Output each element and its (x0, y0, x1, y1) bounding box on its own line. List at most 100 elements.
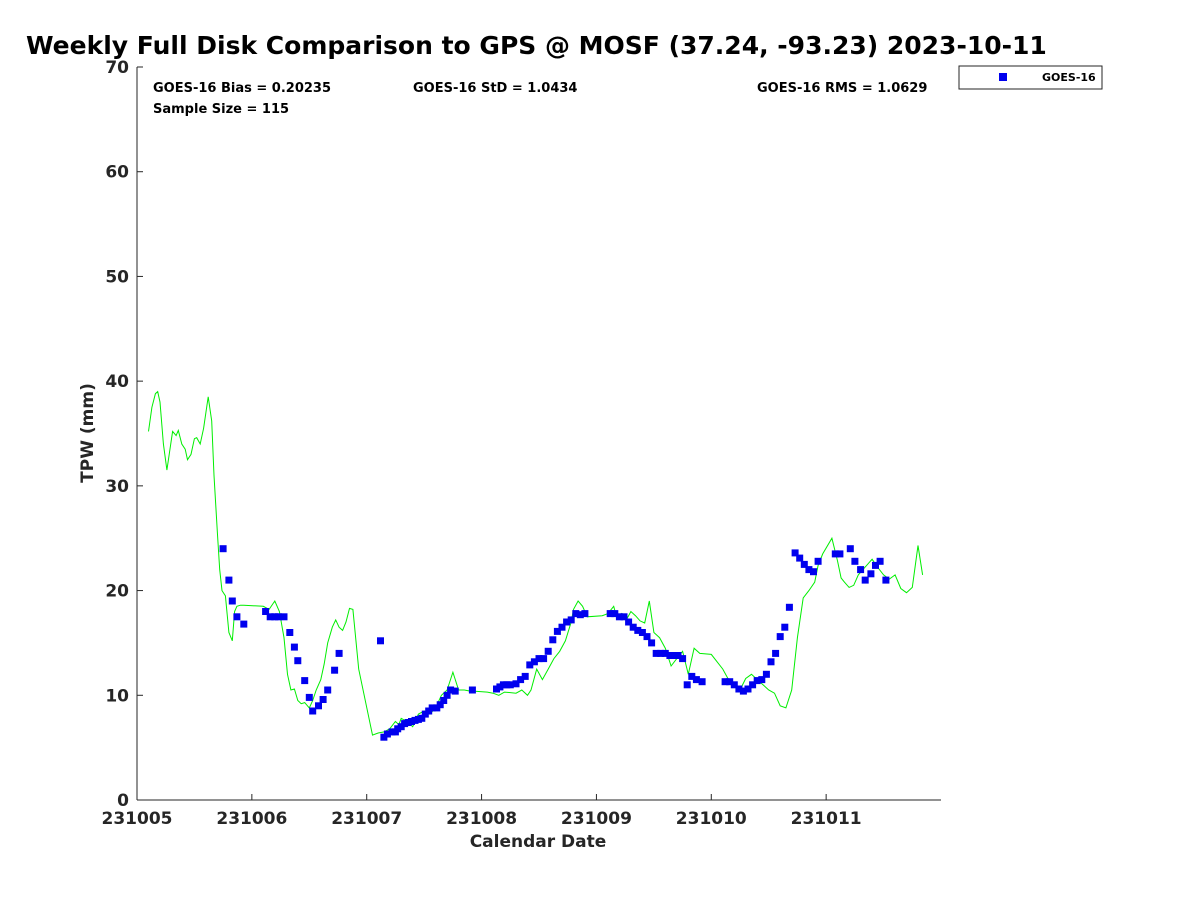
goes-16-point (805, 566, 813, 574)
goes-16-point (567, 616, 575, 624)
goes-16-point (305, 693, 313, 701)
goes-16-point (418, 714, 426, 722)
goes-16-point (785, 603, 793, 611)
goes-16-point (615, 613, 623, 621)
goes-16-point (535, 655, 543, 663)
goes-16-point (266, 613, 274, 621)
goes-16-point (530, 658, 538, 666)
y-tick-label: 30 (105, 477, 129, 497)
y-tick-label: 70 (105, 58, 129, 78)
goes-16-point (657, 649, 665, 657)
goes-16-point (730, 681, 738, 689)
gps-line-layer (148, 390, 924, 736)
goes-16-point (629, 623, 637, 631)
goes-16-point (791, 549, 799, 557)
goes-16-point (447, 686, 455, 694)
goes-16-point (335, 649, 343, 657)
x-axis-label: Calendar Date (470, 832, 607, 852)
x-tick-label: 231011 (791, 809, 862, 829)
goes-16-point (638, 629, 646, 636)
goes-16-point (309, 707, 317, 715)
y-tick-label: 60 (105, 163, 129, 183)
goes-16-point (625, 618, 633, 626)
goes-16-point (661, 649, 669, 657)
goes-16-point (867, 570, 875, 578)
goes-16-point (683, 681, 691, 689)
legend-box (958, 65, 1103, 90)
goes-16-point (861, 576, 869, 584)
goes-16-point (540, 655, 548, 663)
goes-16-point (669, 652, 677, 659)
goes-16-point (643, 633, 651, 641)
goes-16-point (319, 696, 327, 703)
goes-16-point (383, 730, 391, 738)
goes-16-point (262, 608, 270, 615)
goes-16-point (739, 687, 747, 695)
x-tick-label: 231007 (331, 809, 402, 829)
goes-16-point (576, 611, 584, 619)
goes-16-point (753, 677, 761, 685)
goes-16-point (331, 666, 339, 674)
goes-16-point (219, 545, 227, 553)
goes-16-point (620, 613, 628, 621)
goes-16-point (749, 681, 757, 689)
goes-16-point (652, 649, 660, 657)
goes-16-point (290, 643, 298, 651)
x-tick-label: 231010 (676, 809, 747, 829)
x-tick-label: 231006 (216, 809, 287, 829)
goes-16-point (512, 680, 520, 688)
goes-16-point (836, 550, 844, 558)
goes-16-point (517, 676, 525, 684)
stat-bias: GOES-16 Bias = 0.20235 (153, 81, 331, 96)
goes-16-point (301, 677, 309, 685)
goes-16-point (762, 670, 770, 678)
x-tick-label: 231009 (561, 809, 632, 829)
goes-16-point (286, 629, 294, 636)
goes-16-point (240, 620, 248, 628)
goes-16-point (781, 623, 789, 631)
goes-16-point (324, 686, 332, 694)
x-tick-label: 231008 (446, 809, 517, 829)
plot-area (148, 390, 924, 741)
stat-rms: GOES-16 RMS = 1.0629 (757, 81, 927, 96)
goes-16-point (521, 672, 529, 680)
legend-label-goes-16: GOES-16 (1042, 71, 1096, 84)
x-ticks: 231005 231006 231007 231008 231009 231010 2310… (102, 794, 862, 829)
axes: 0 10 20 30 40 50 60 70 231005 231006 231007 231008… (102, 58, 941, 829)
goes-16-point (544, 647, 552, 655)
goes-16-point (443, 691, 451, 699)
chart-title: Weekly Full Disk Comparison to GPS @ MOS… (26, 31, 1047, 60)
goes-marker-layer (219, 545, 890, 741)
goes-16-point (674, 652, 682, 659)
goes-16-point (857, 566, 865, 574)
goes-16-point (698, 678, 706, 686)
goes-16-point (814, 557, 822, 565)
stat-sample-size: Sample Size = 115 (153, 102, 289, 117)
legend: GOES-16 (958, 65, 1103, 90)
goes-16-point (767, 658, 775, 666)
y-tick-label: 10 (105, 686, 129, 706)
goes-16-point (688, 672, 696, 680)
goes-16-point (233, 613, 241, 621)
goes-16-point (776, 633, 784, 641)
goes-16-point (611, 610, 619, 618)
stat-std: GOES-16 StD = 1.0434 (413, 81, 577, 96)
goes-16-point (468, 686, 476, 694)
goes-16-point (553, 627, 561, 635)
goes-16-point (526, 661, 534, 669)
goes-16-point (872, 561, 879, 569)
goes-16-point (831, 550, 839, 558)
stats-annotations: GOES-16 Bias = 0.20235 Sample Size = 115… (153, 81, 927, 117)
y-tick-label: 20 (105, 582, 129, 602)
goes-16-point (440, 697, 448, 704)
goes-16-point (772, 649, 780, 657)
y-axis-label: TPW (mm) (78, 383, 98, 483)
goes-16-point (692, 676, 700, 684)
gps-series-line (148, 390, 924, 736)
goes-16-point (606, 610, 614, 618)
goes-16-point (377, 637, 384, 645)
goes-16-point (428, 704, 436, 712)
goes-16-point (549, 636, 557, 644)
goes-16-point (846, 545, 854, 553)
